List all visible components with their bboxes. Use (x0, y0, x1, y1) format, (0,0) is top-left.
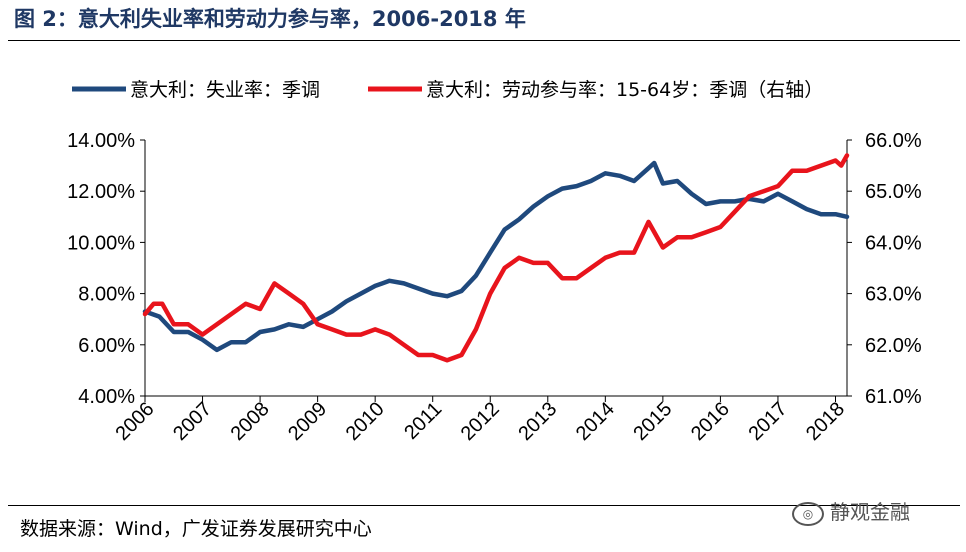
right-axis-ticks: 61.0% 62.0% 63.0% 64.0% 65.0% 66.0% (847, 130, 922, 408)
left-tick-label: 4.00% (78, 386, 135, 408)
bottom-rule (8, 505, 960, 506)
x-tick-label: 2016 (687, 398, 734, 445)
right-tick-label: 64.0% (865, 232, 922, 254)
legend-label-participation: 意大利：劳动参与率：15-64岁：季调（右轴） (426, 79, 823, 101)
legend-label-unemployment: 意大利：失业率：季调 (130, 79, 320, 101)
chart-title: 图 2：意大利失业率和劳动力参与率，2006-2018 年 (14, 7, 526, 31)
right-tick-label: 65.0% (865, 181, 922, 203)
x-tick-label: 2007 (169, 398, 216, 445)
x-tick-label: 2012 (457, 398, 504, 445)
watermark-text: 静观金融 (830, 500, 910, 524)
x-tick-label: 2018 (802, 398, 849, 445)
left-tick-label: 8.00% (78, 284, 135, 306)
x-tick-label: 2014 (572, 398, 619, 445)
right-tick-label: 63.0% (865, 284, 922, 306)
x-tick-label: 2017 (744, 398, 791, 445)
left-tick-label: 6.00% (78, 335, 135, 357)
wechat-icon: ◎ (792, 501, 824, 526)
left-tick-label: 12.00% (67, 181, 135, 203)
right-tick-label: 62.0% (865, 335, 922, 357)
series-lines (142, 153, 850, 363)
x-tick-label: 2011 (400, 398, 446, 444)
right-tick-label: 61.0% (865, 386, 922, 408)
left-tick-label: 14.00% (67, 130, 135, 152)
legend: 意大利：失业率：季调 意大利：劳动参与率：15-64岁：季调（右轴） (72, 79, 823, 101)
x-axis-ticks: 2006 2007 2008 2009 2010 2011 2012 2013 2014 2015… (112, 396, 849, 445)
watermark: ◎ 静观金融 (792, 496, 910, 526)
right-tick-label: 66.0% (865, 130, 922, 152)
x-tick-label: 2015 (629, 398, 676, 445)
line-chart: 意大利：失业率：季调 意大利：劳动参与率：15-64岁：季调（右轴） 4.00%… (67, 79, 922, 445)
series-line-participation (142, 153, 850, 363)
series-line-unemployment (142, 160, 850, 353)
x-tick-label: 2010 (342, 398, 389, 445)
top-rule (8, 40, 960, 41)
x-tick-label: 2008 (227, 398, 274, 445)
x-tick-label: 2009 (284, 398, 331, 445)
left-tick-label: 10.00% (67, 232, 135, 254)
left-axis-ticks: 4.00% 6.00% 8.00% 10.00% 12.00% 14.00% (67, 130, 145, 408)
x-tick-label: 2013 (514, 398, 561, 445)
source-note: 数据来源：Wind，广发证券发展研究中心 (20, 518, 372, 540)
